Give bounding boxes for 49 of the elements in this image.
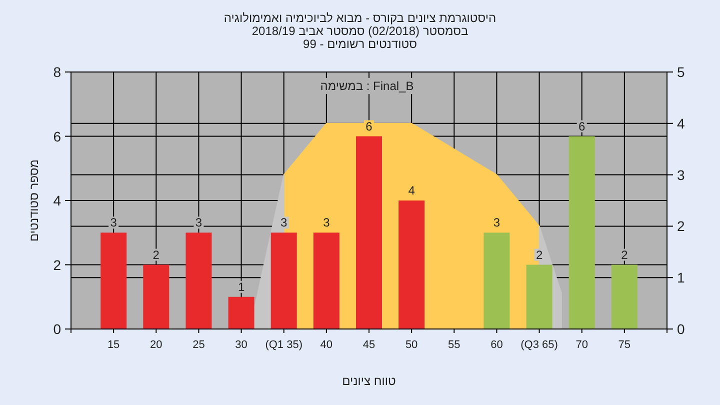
value-label: 3 — [492, 216, 502, 230]
bar — [398, 200, 425, 329]
value-label: 3 — [194, 216, 204, 230]
x-tick-label: (Q3 65) — [520, 339, 558, 351]
bar — [143, 264, 170, 329]
x-tick-label: 40 — [320, 339, 333, 351]
x-tick-label: 75 — [618, 339, 631, 351]
x-axis-title: טווח ציונים — [342, 374, 396, 388]
bar — [526, 264, 552, 329]
bar — [186, 232, 212, 329]
chart-subtitle: בסמסטר (02/2018) סמסטר אביב 2018/19 — [252, 24, 468, 38]
value-label: 6 — [364, 119, 374, 134]
x-tick-label: 70 — [576, 339, 588, 351]
bar — [356, 136, 382, 329]
x-tick-label: 45 — [362, 339, 376, 351]
y2-tick-label: 4 — [677, 115, 685, 132]
x-tick-label: (Q1 35) — [265, 339, 303, 351]
x-tick-label: 55 — [448, 339, 460, 351]
y-axis-title: מספר סטודנטים — [27, 159, 41, 242]
value-label: 2 — [151, 248, 162, 262]
x-tick-label: 30 — [235, 339, 248, 351]
bar — [100, 232, 127, 329]
value-label: 4 — [406, 184, 417, 198]
value-label: 3 — [321, 216, 332, 230]
bar — [611, 264, 638, 329]
bar — [568, 136, 595, 329]
y2-tick-label: 3 — [677, 166, 685, 183]
annotation: Final_B : במשימה — [320, 79, 414, 93]
y-tick-label: 2 — [53, 256, 62, 273]
y-tick-label: 8 — [53, 64, 62, 80]
y-tick-label: 6 — [53, 128, 62, 144]
bar — [313, 232, 340, 329]
x-tick-label: 20 — [150, 339, 162, 351]
bar — [484, 232, 510, 329]
x-tick-label: 50 — [405, 339, 418, 351]
x-tick-label: 15 — [107, 339, 120, 351]
y-tick-label: 4 — [53, 192, 62, 208]
y-tick-label: 0 — [53, 321, 62, 337]
value-label: 3 — [108, 216, 119, 230]
bar — [228, 296, 254, 329]
y2-tick-label: 2 — [677, 218, 685, 234]
text: סטודנטים רשומים - 99 — [303, 37, 418, 51]
y2-tick-label: 1 — [677, 270, 685, 286]
y2-tick-label: 0 — [677, 321, 685, 337]
y2-tick-label: 5 — [677, 64, 685, 80]
x-tick-label: 60 — [490, 339, 503, 351]
x-tick-label: 25 — [192, 339, 205, 351]
value-label: 3 — [278, 216, 289, 230]
chart-title: היסטוגרמת ציונים בקורס - מבוא לביוכימיה ואמימולוגיה — [224, 11, 496, 25]
